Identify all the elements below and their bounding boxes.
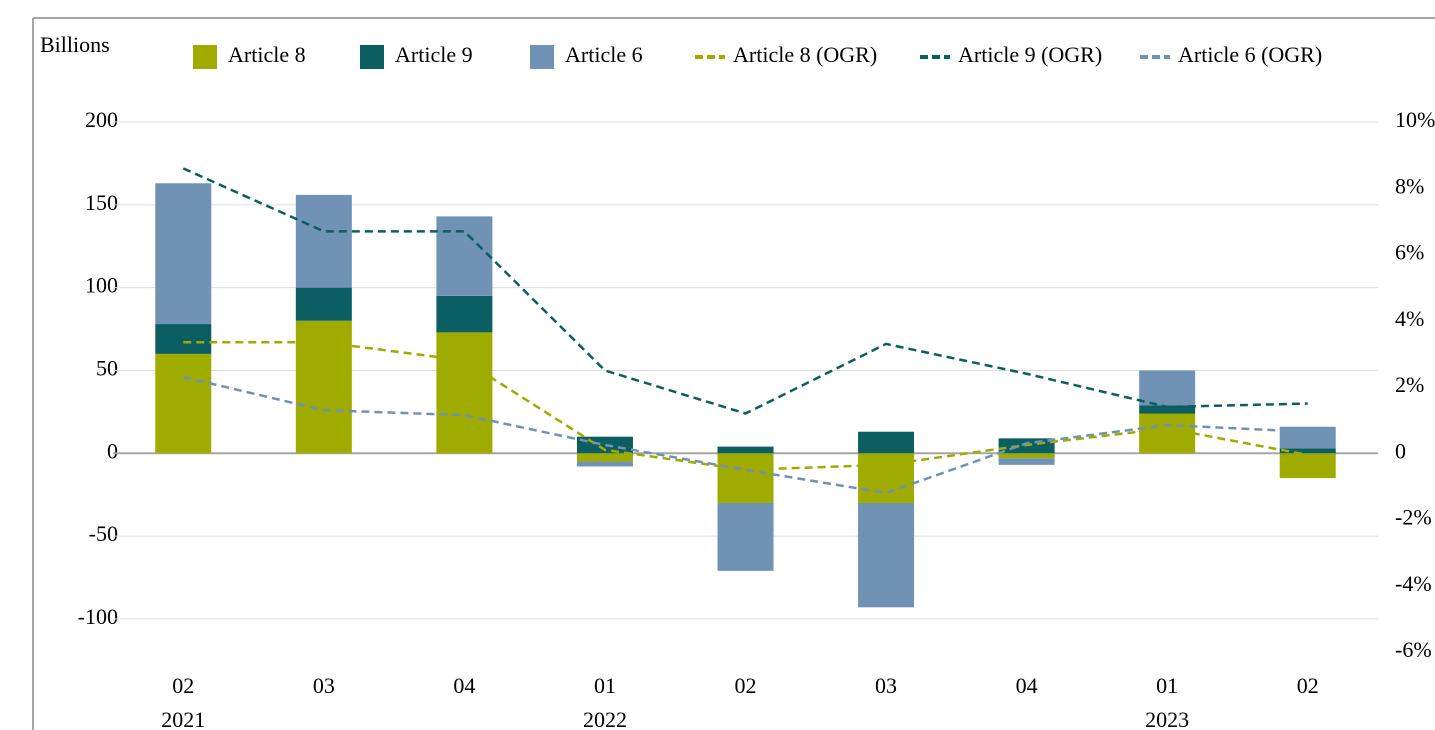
- bar: [295, 287, 352, 321]
- x-group-label: 2022: [583, 707, 627, 730]
- y-tick-label: 150: [85, 190, 118, 215]
- legend-label: Article 8: [228, 42, 306, 67]
- y2-tick-label: 6%: [1395, 240, 1424, 265]
- legend-label: Article 6: [565, 42, 643, 67]
- bar: [436, 295, 493, 333]
- y-axis-label: Billions: [40, 32, 110, 57]
- bar: [576, 461, 633, 467]
- x-tick-label: 02: [172, 673, 194, 698]
- y2-tick-label: 0: [1395, 438, 1406, 463]
- x-tick-label: 02: [735, 673, 757, 698]
- y-tick-label: 50: [96, 355, 118, 380]
- x-group-label: 2021: [161, 707, 205, 730]
- y-tick-label: -50: [89, 521, 118, 546]
- bar: [1279, 453, 1336, 479]
- y-tick-label: -100: [78, 604, 118, 629]
- bar: [155, 353, 212, 454]
- bar: [717, 502, 774, 571]
- bar: [998, 453, 1055, 459]
- bar: [1139, 413, 1196, 454]
- bar: [858, 431, 915, 454]
- legend-swatch: [530, 45, 554, 69]
- line-series: [182, 167, 1308, 415]
- bar: [998, 458, 1055, 465]
- x-tick-label: 01: [1156, 673, 1178, 698]
- bar: [155, 183, 212, 325]
- bar: [155, 324, 212, 354]
- y2-tick-label: -6%: [1395, 637, 1432, 662]
- bar: [1139, 405, 1196, 414]
- y2-tick-label: 8%: [1395, 173, 1424, 198]
- x-tick-label: 03: [875, 673, 897, 698]
- x-tick-label: 04: [453, 673, 475, 698]
- legend-label: Article 6 (OGR): [1178, 42, 1322, 67]
- bar: [1279, 448, 1336, 454]
- y2-tick-label: 4%: [1395, 306, 1424, 331]
- bar: [295, 194, 352, 288]
- bar: [436, 216, 493, 296]
- bar: [717, 453, 774, 503]
- x-group-label: 2023: [1145, 707, 1189, 730]
- x-tick-label: 03: [313, 673, 335, 698]
- line-series: [183, 341, 1308, 472]
- y-tick-label: 0: [107, 438, 118, 463]
- bar: [858, 453, 915, 503]
- x-tick-label: 02: [1297, 673, 1319, 698]
- x-tick-label: 01: [594, 673, 616, 698]
- y2-tick-label: -2%: [1395, 505, 1432, 530]
- legend-label: Article 9: [395, 42, 473, 67]
- legend-label: Article 8 (OGR): [733, 42, 877, 67]
- bar: [295, 320, 352, 454]
- y-tick-label: 100: [85, 273, 118, 298]
- y-tick-label: 200: [85, 107, 118, 132]
- bar: [576, 453, 633, 462]
- y2-tick-label: 2%: [1395, 372, 1424, 397]
- bar: [717, 446, 774, 454]
- bar: [1139, 370, 1196, 406]
- legend-swatch: [193, 45, 217, 69]
- bar: [436, 332, 493, 454]
- legend-swatch: [360, 45, 384, 69]
- bar: [858, 502, 915, 608]
- x-tick-label: 04: [1016, 673, 1038, 698]
- y2-tick-label: 10%: [1395, 107, 1435, 132]
- legend-label: Article 9 (OGR): [958, 42, 1102, 67]
- y2-tick-label: -4%: [1395, 571, 1432, 596]
